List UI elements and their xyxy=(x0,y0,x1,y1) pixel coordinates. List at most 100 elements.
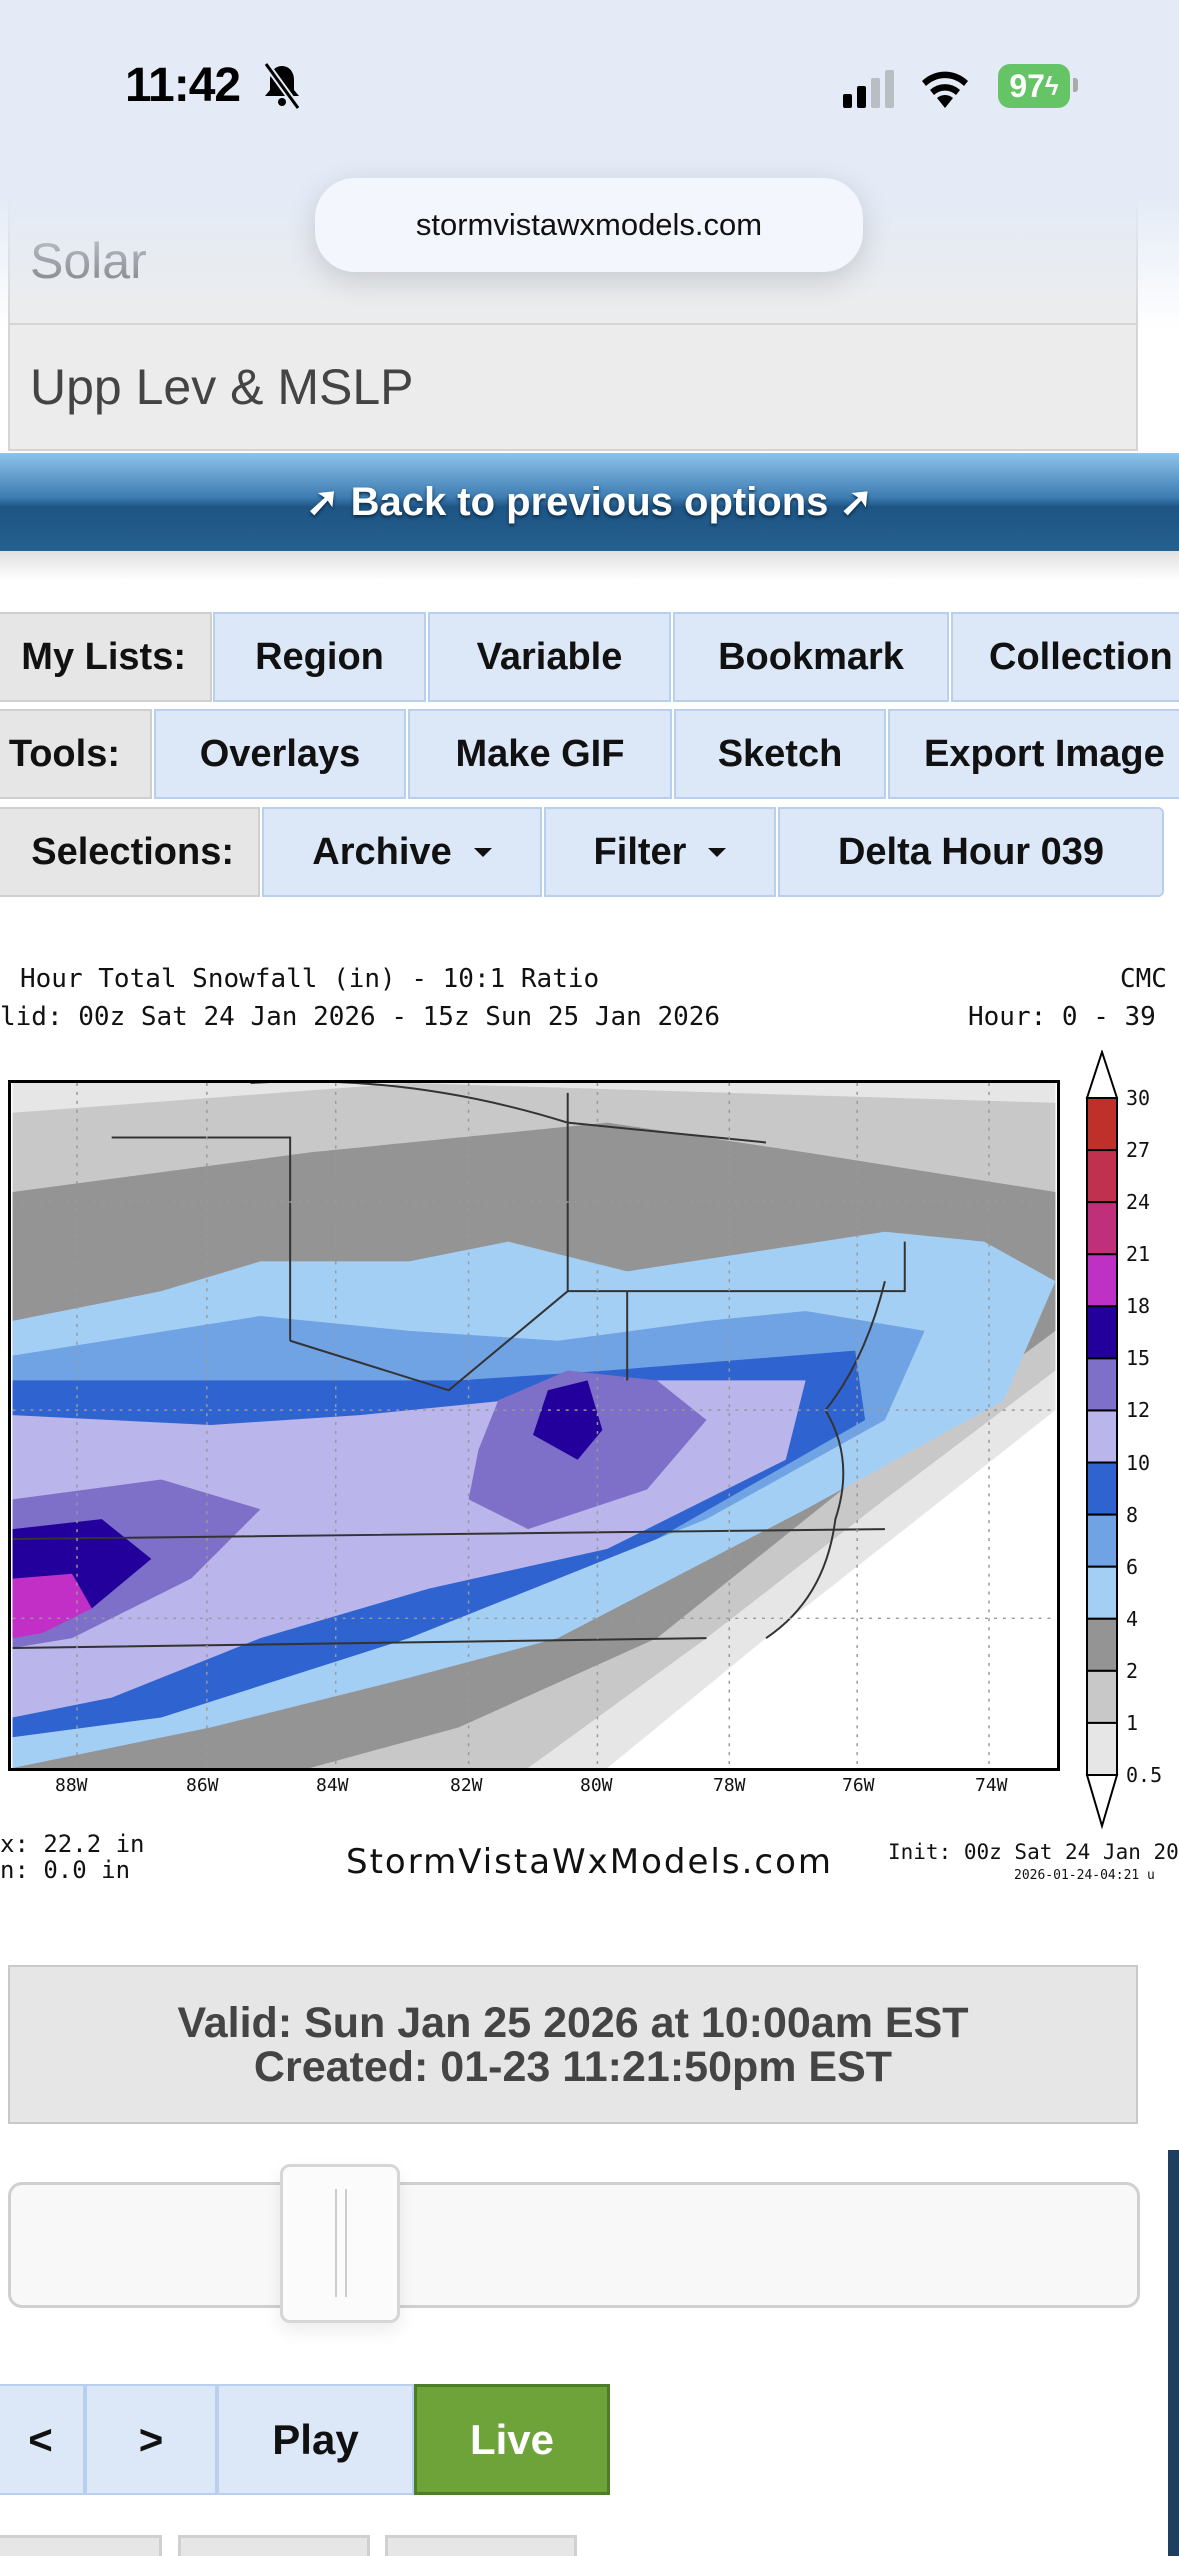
longitude-label: 78W xyxy=(713,1775,746,1796)
colorbar-bottom-triangle xyxy=(1085,1774,1119,1830)
colorbar-top-triangle xyxy=(1085,1050,1119,1099)
caret-down-icon xyxy=(473,847,492,857)
menu-item-label: Snow xyxy=(30,0,156,44)
battery-level: 97 xyxy=(1009,67,1045,104)
colorbar-swatch xyxy=(1086,1357,1118,1412)
map-hour-range: Hour: 0 - 39 xyxy=(968,1002,1156,1032)
sketch-button[interactable]: Sketch xyxy=(674,709,886,799)
caret-down-icon xyxy=(708,847,727,857)
state-borders xyxy=(12,1083,906,1650)
legend-label: 24 xyxy=(1126,1190,1151,1215)
archive-dropdown[interactable]: Archive xyxy=(262,807,542,897)
variable-button[interactable]: Variable xyxy=(428,612,671,702)
legend-label: 1 xyxy=(1126,1710,1139,1735)
legend-label: 18 xyxy=(1126,1294,1151,1319)
legend-label: 10 xyxy=(1126,1450,1151,1475)
longitude-label: 76W xyxy=(842,1775,875,1796)
bottom-button-3[interactable] xyxy=(385,2535,577,2556)
watermark: StormVistaWxModels.com xyxy=(346,1842,834,1882)
image-timestamp: 2026-01-24-04:21 u xyxy=(1014,1868,1155,1883)
valid-time: Valid: Sun Jan 25 2026 at 10:00am EST xyxy=(177,1999,969,2047)
min-value: n: 0.0 in xyxy=(0,1856,131,1884)
legend-label: 4 xyxy=(1126,1606,1139,1631)
delta-hour-button[interactable]: Delta Hour 039 xyxy=(778,807,1164,897)
back-bar-label: ➚ Back to previous options ➚ xyxy=(305,480,874,524)
longitude-label: 88W xyxy=(55,1775,88,1796)
next-frame-button[interactable]: > xyxy=(85,2384,217,2495)
bookmark-button[interactable]: Bookmark xyxy=(673,612,949,702)
bottom-button-2[interactable] xyxy=(178,2535,370,2556)
colorbar-swatch xyxy=(1086,1461,1118,1516)
archive-label: Archive xyxy=(312,830,452,873)
legend-label: 30 xyxy=(1126,1086,1151,1110)
longitude-label: 74W xyxy=(975,1775,1008,1796)
collection-button[interactable]: Collection xyxy=(951,612,1179,702)
colorbar-swatch xyxy=(1086,1617,1118,1672)
cellular-signal-icon xyxy=(843,70,894,108)
menu-item-label: Upp Lev & MSLP xyxy=(30,359,414,415)
colorbar-swatch xyxy=(1086,1149,1118,1204)
colorbar-swatch xyxy=(1086,1201,1118,1256)
snowfall-map[interactable] xyxy=(8,1080,1060,1771)
legend-label: 0.5 xyxy=(1126,1763,1163,1787)
init-time: Init: 00z Sat 24 Jan 2026 xyxy=(888,1840,1179,1864)
tools-label: Tools: xyxy=(0,709,152,799)
valid-info-box: Valid: Sun Jan 25 2026 at 10:00am EST Cr… xyxy=(8,1965,1138,2124)
bar-shadow xyxy=(0,551,1179,581)
previous-frame-button[interactable]: < xyxy=(0,2384,85,2495)
side-panel-edge xyxy=(1168,2150,1179,2556)
url-text: stormvistawxmodels.com xyxy=(415,207,763,242)
filter-dropdown[interactable]: Filter xyxy=(544,807,776,897)
export-image-button[interactable]: Export Image xyxy=(888,709,1179,799)
menu-item-upp-lev-mslp[interactable]: Upp Lev & MSLP xyxy=(8,325,1138,451)
selections-label: Selections: xyxy=(0,807,260,897)
my-lists-label: My Lists: xyxy=(0,612,212,702)
longitude-label: 84W xyxy=(316,1775,349,1796)
charging-bolt-icon: ϟ xyxy=(1044,70,1059,101)
my-lists-row: My Lists: Region Variable Bookmark Colle… xyxy=(0,612,1179,702)
tools-row: Tools: Overlays Make GIF Sketch Export I… xyxy=(0,709,1179,799)
menu-item-label: Sfc Wind xyxy=(30,107,231,163)
colorbar-swatch xyxy=(1086,1565,1118,1620)
legend-label: 27 xyxy=(1126,1138,1151,1163)
colorbar-swatch xyxy=(1086,1305,1118,1360)
colorbar-swatch xyxy=(1086,1409,1118,1464)
legend-label: 6 xyxy=(1126,1554,1139,1579)
map-title: Hour Total Snowfall (in) - 10:1 Ratio xyxy=(20,964,600,994)
bottom-button-1[interactable] xyxy=(0,2535,162,2556)
max-value: x: 22.2 in xyxy=(0,1830,145,1858)
filter-label: Filter xyxy=(593,830,687,873)
battery-cap xyxy=(1073,78,1078,92)
slider-thumb[interactable] xyxy=(280,2164,400,2323)
live-button[interactable]: Live xyxy=(414,2384,610,2495)
selections-row: Selections: Archive Filter Delta Hour 03… xyxy=(0,807,1179,897)
url-pill[interactable]: stormvistawxmodels.com xyxy=(315,178,863,272)
legend-label: 21 xyxy=(1126,1242,1151,1267)
snow-area-18 xyxy=(12,1573,92,1639)
menu-item-label: Solar xyxy=(30,233,147,289)
bell-slash-icon xyxy=(263,62,301,110)
status-time: 11:42 xyxy=(125,59,241,112)
legend-label: 12 xyxy=(1126,1398,1151,1423)
region-button[interactable]: Region xyxy=(213,612,426,702)
colorbar-swatch xyxy=(1086,1513,1118,1568)
snow-area-15b xyxy=(533,1380,603,1460)
back-to-previous-options-button[interactable]: ➚ Back to previous options ➚ xyxy=(0,453,1179,551)
colorbar-swatch xyxy=(1086,1253,1118,1308)
colorbar-swatch xyxy=(1086,1097,1118,1152)
created-time: Created: 01-23 11:21:50pm EST xyxy=(253,2043,893,2091)
forecast-hour-slider[interactable] xyxy=(8,2182,1140,2308)
longitude-label: 82W xyxy=(450,1775,483,1796)
colorbar-swatch xyxy=(1086,1721,1118,1777)
longitude-label: 80W xyxy=(580,1775,613,1796)
legend-label: 15 xyxy=(1126,1346,1151,1371)
longitude-label: 86W xyxy=(186,1775,219,1796)
play-button[interactable]: Play xyxy=(217,2384,414,2495)
map-valid-range: lid: 00z Sat 24 Jan 2026 - 15z Sun 25 Ja… xyxy=(0,1002,721,1032)
battery-indicator: 97 ϟ xyxy=(998,64,1070,108)
legend-label: 2 xyxy=(1126,1658,1139,1683)
colorbar-swatch xyxy=(1086,1669,1118,1724)
map-model: CMC xyxy=(1120,964,1167,994)
make-gif-button[interactable]: Make GIF xyxy=(408,709,672,799)
overlays-button[interactable]: Overlays xyxy=(154,709,406,799)
